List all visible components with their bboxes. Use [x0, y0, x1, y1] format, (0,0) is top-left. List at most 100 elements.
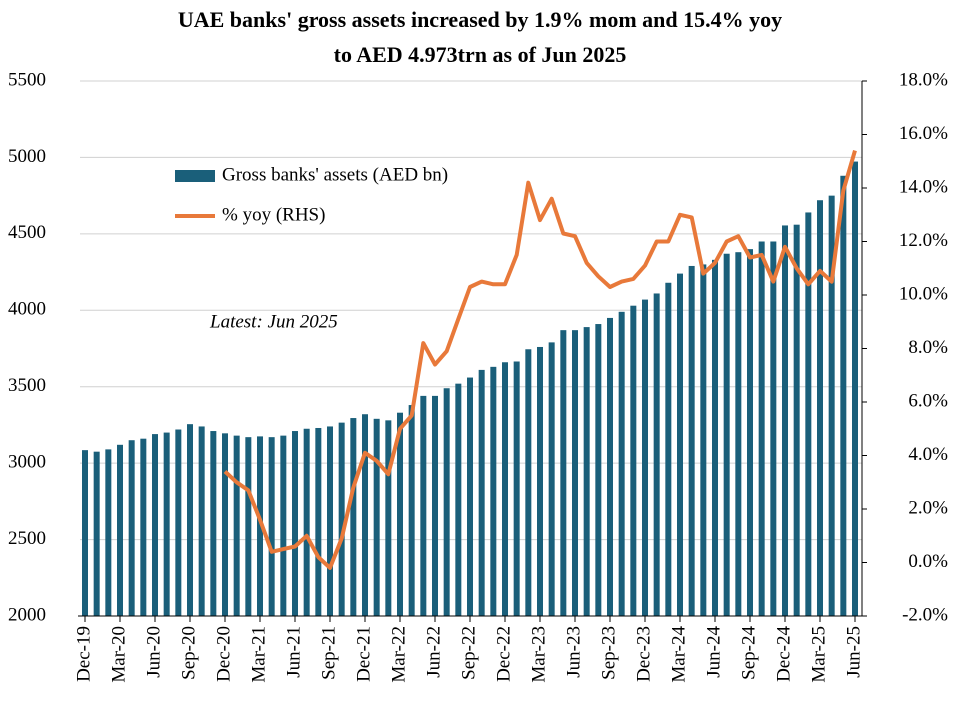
- bar: [268, 437, 275, 616]
- bar: [747, 249, 753, 616]
- bar: [618, 311, 625, 616]
- y2-tick-label: 16.0%: [899, 123, 948, 144]
- bar: [198, 426, 205, 616]
- bar: [280, 435, 287, 616]
- y2-tick-label: 4.0%: [908, 444, 948, 465]
- chart-title: to AED 4.973trn as of Jun 2025: [334, 42, 627, 67]
- bar: [152, 434, 158, 616]
- x-tick-label: Jun-25: [843, 626, 864, 678]
- bar: [292, 431, 298, 616]
- bar: [595, 324, 602, 616]
- bar: [408, 405, 415, 616]
- y-tick-label: 3000: [8, 452, 46, 473]
- bar: [642, 299, 648, 616]
- line: [223, 150, 857, 570]
- x-tick-label: Jun-22: [423, 626, 444, 678]
- bar: [770, 241, 777, 616]
- bar: [665, 282, 672, 616]
- y2-tick-label: 10.0%: [899, 283, 948, 304]
- y2-tick-label: 8.0%: [908, 337, 948, 358]
- bar: [233, 435, 240, 616]
- bar: [688, 265, 695, 616]
- bar: [723, 253, 730, 616]
- bar: [490, 366, 497, 616]
- y2-tick-label: 6.0%: [908, 390, 948, 411]
- bar: [117, 444, 123, 616]
- x-tick-label: Jun-21: [283, 626, 304, 678]
- bar: [187, 424, 193, 616]
- x-tick-label: Sep-20: [178, 626, 199, 680]
- bar: [362, 414, 368, 616]
- bar: [373, 418, 380, 616]
- bar: [805, 212, 812, 616]
- y2-tick-label: 12.0%: [899, 230, 948, 251]
- bar: [840, 175, 847, 616]
- bar: [222, 433, 228, 616]
- bar: [700, 264, 707, 616]
- y2-tick-label: 18.0%: [899, 69, 948, 90]
- y-tick-label: 2000: [8, 604, 46, 625]
- bar: [245, 437, 252, 616]
- bar: [467, 377, 473, 616]
- legend-label: % yoy (RHS): [222, 204, 325, 225]
- chart-title: UAE banks' gross assets increased by 1.9…: [178, 7, 782, 32]
- x-tick-label: Mar-20: [108, 626, 129, 683]
- bar: [303, 428, 310, 616]
- bar: [677, 273, 683, 616]
- bar: [163, 432, 170, 616]
- y2-tick-label: 0.0%: [908, 551, 948, 572]
- bar: [350, 418, 357, 616]
- bar: [140, 438, 147, 616]
- bar: [782, 225, 788, 616]
- bar: [128, 440, 135, 616]
- y-tick-label: 5000: [8, 146, 46, 167]
- bar: [572, 330, 578, 616]
- bar: [478, 369, 485, 616]
- bar: [210, 431, 217, 616]
- x-tick-label: Mar-22: [388, 626, 409, 683]
- y2-tick-label: 2.0%: [908, 497, 948, 518]
- x-tick-label: Dec-22: [493, 626, 514, 682]
- annotation: Latest: Jun 2025: [209, 311, 338, 332]
- x-tick-label: Mar-24: [668, 626, 689, 683]
- bar: [420, 395, 427, 616]
- bar: [537, 346, 543, 616]
- bar: [525, 349, 532, 616]
- x-tick-label: Dec-20: [213, 626, 234, 682]
- bar: [560, 330, 567, 616]
- x-tick-label: Sep-21: [318, 626, 339, 680]
- bar: [712, 259, 718, 616]
- bar: [385, 420, 392, 616]
- bar: [852, 161, 858, 616]
- x-tick-label: Jun-20: [143, 626, 164, 678]
- x-tick-label: Sep-23: [598, 626, 619, 680]
- x-tick-label: Dec-19: [73, 626, 94, 682]
- bar: [758, 241, 765, 616]
- bar: [548, 342, 555, 616]
- x-tick-label: Mar-21: [248, 626, 269, 683]
- x-tick-label: Dec-24: [773, 626, 794, 682]
- bar: [630, 305, 637, 616]
- bar: [338, 422, 345, 616]
- bar: [817, 200, 823, 616]
- bar: [93, 451, 100, 616]
- y-tick-label: 3500: [8, 375, 46, 396]
- bar: [653, 293, 660, 616]
- y-tick-label: 5500: [8, 69, 46, 90]
- bar: [607, 317, 613, 616]
- bar: [315, 427, 322, 616]
- bar: [793, 224, 800, 616]
- y-tick-label: 4000: [8, 299, 46, 320]
- bar: [432, 395, 438, 616]
- x-tick-label: Jun-24: [703, 626, 724, 678]
- y-tick-label: 2500: [8, 528, 46, 549]
- bar: [583, 327, 590, 616]
- bar: [513, 361, 520, 616]
- legend-label: Gross banks' assets (AED bn): [222, 164, 448, 185]
- bar: [443, 388, 450, 616]
- bar: [502, 362, 508, 616]
- x-tick-label: Sep-22: [458, 626, 479, 680]
- bar: [82, 450, 88, 616]
- y2-tick-label: 14.0%: [899, 176, 948, 197]
- y-tick-label: 4500: [8, 222, 46, 243]
